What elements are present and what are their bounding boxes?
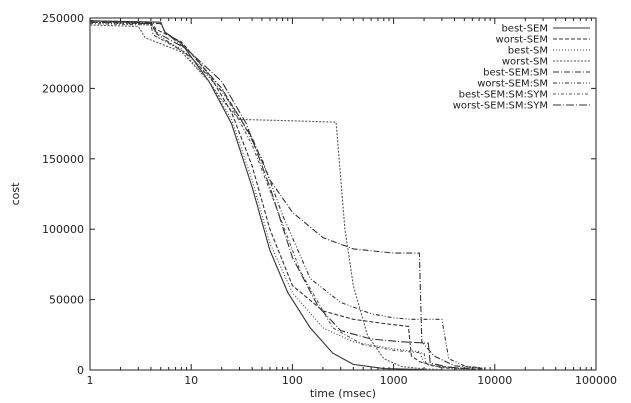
legend-label: worst-SEM:SM:SYM xyxy=(453,101,548,112)
series-line-best-sem-sm xyxy=(89,20,486,370)
legend-label: best-SM xyxy=(508,46,548,57)
series-line-worst-sem-sm-sym xyxy=(89,21,473,370)
series-lines xyxy=(89,20,486,371)
x-axis-ticks: 1 10 100 1000 10000 100000 xyxy=(87,18,617,387)
y-tick-label: 250000 xyxy=(42,12,84,25)
legend-label: best-SEM:SM:SYM xyxy=(459,90,548,101)
x-tick-label: 100000 xyxy=(575,374,617,387)
plot-frame xyxy=(89,17,597,371)
y-tick-label: 150000 xyxy=(42,153,84,166)
legend-label: worst-SM xyxy=(502,57,548,68)
y-tick-label: 50000 xyxy=(49,294,84,307)
series-line-best-sem xyxy=(89,20,425,371)
x-tick-label: 1000 xyxy=(380,374,408,387)
series-line-worst-sem xyxy=(89,20,486,370)
y-tick-label: 200000 xyxy=(42,82,84,95)
series-line-worst-sem-sm xyxy=(89,21,486,370)
legend: best-SEMworst-SEMbest-SMworst-SMbest-SEM… xyxy=(453,24,590,112)
legend-label: worst-SEM:SM xyxy=(477,79,548,90)
legend-label: worst-SEM xyxy=(496,35,548,46)
x-tick-label: 100 xyxy=(282,374,303,387)
legend-label: best-SEM xyxy=(501,24,548,35)
legend-label: best-SEM:SM xyxy=(483,68,548,79)
y-tick-label: 100000 xyxy=(42,223,84,236)
series-line-worst-sm xyxy=(89,24,442,371)
series-line-best-sem-sm-sym xyxy=(89,23,465,370)
x-tick-label: 1 xyxy=(87,374,94,387)
x-axis-label: time (msec) xyxy=(310,387,376,400)
y-axis-ticks: 0 50000 100000 150000 200000 250000 xyxy=(42,12,596,377)
x-tick-label: 10 xyxy=(184,374,198,387)
y-axis-label: cost xyxy=(9,182,22,206)
y-tick-label: 0 xyxy=(77,364,84,377)
series-line-best-sm xyxy=(89,21,465,370)
x-tick-label: 10000 xyxy=(477,374,512,387)
